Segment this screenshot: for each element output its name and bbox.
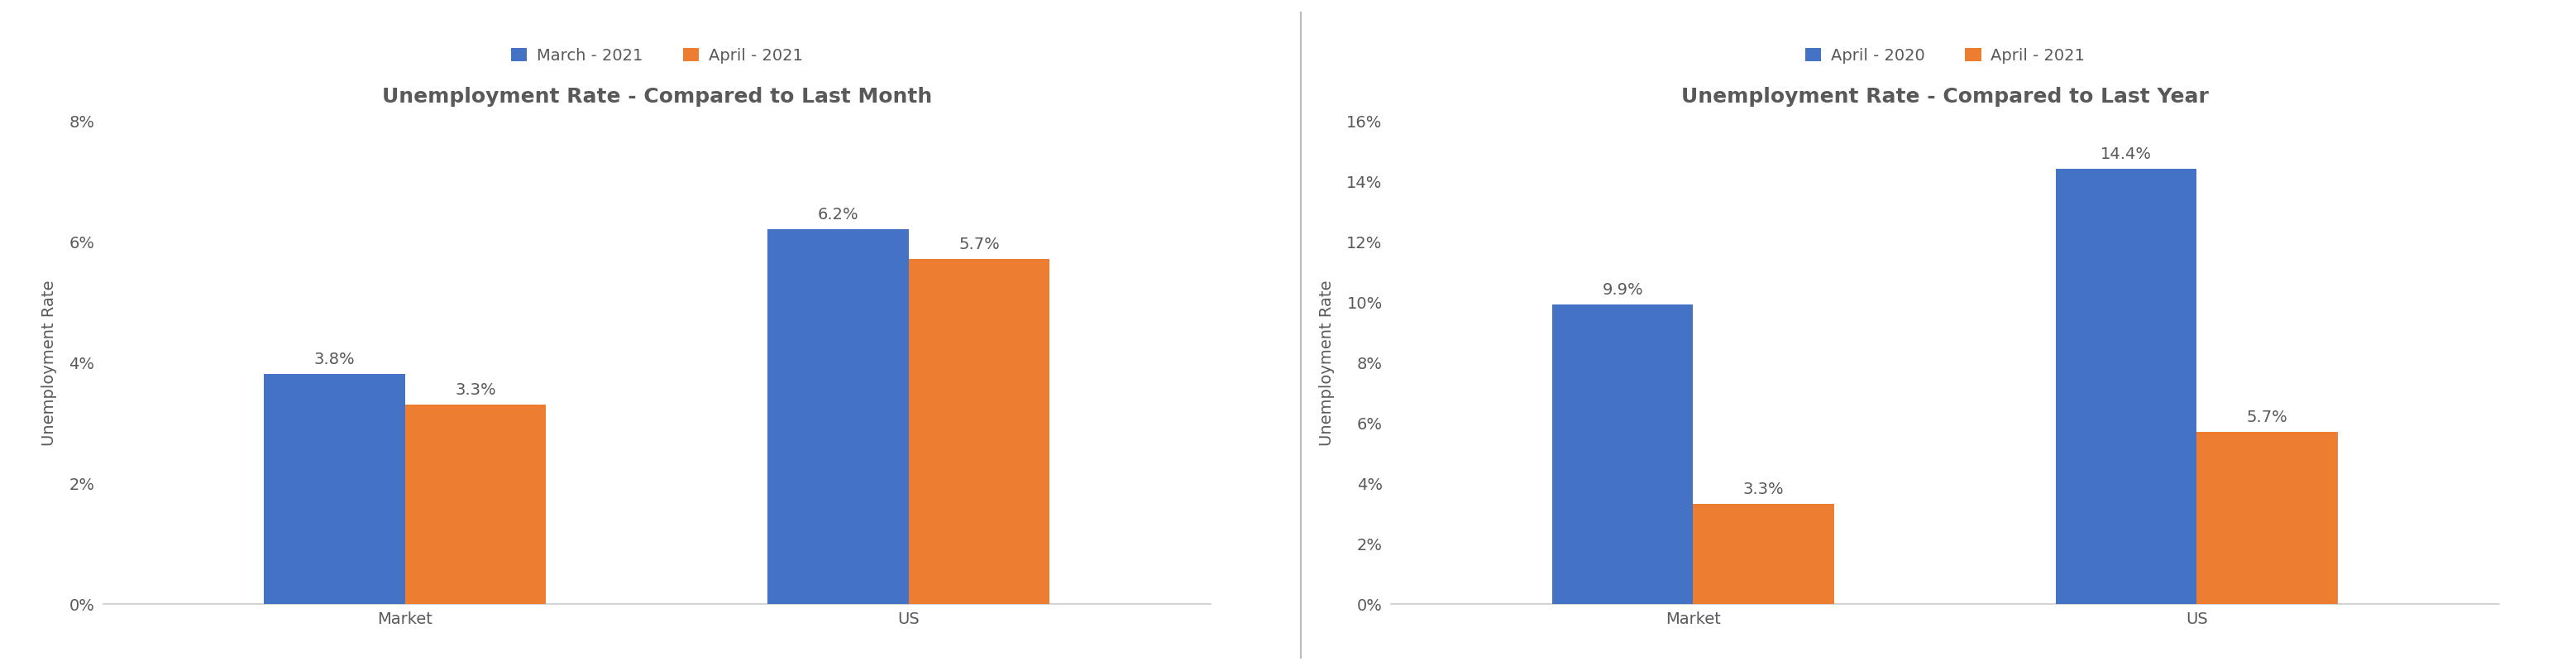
Text: 5.7%: 5.7% — [958, 237, 999, 252]
Title: Unemployment Rate - Compared to Last Month: Unemployment Rate - Compared to Last Mon… — [381, 87, 933, 107]
Text: 3.8%: 3.8% — [314, 352, 355, 367]
Bar — [265, 374, 404, 604]
Text: 6.2%: 6.2% — [817, 207, 858, 222]
Y-axis label: Unemployment Rate: Unemployment Rate — [41, 280, 57, 445]
Text: 3.3%: 3.3% — [456, 382, 497, 397]
Text: 9.9%: 9.9% — [1602, 282, 1643, 298]
Text: 5.7%: 5.7% — [2246, 409, 2287, 425]
Bar — [2197, 432, 2336, 604]
Bar — [768, 229, 909, 604]
Title: Unemployment Rate - Compared to Last Year: Unemployment Rate - Compared to Last Yea… — [1682, 87, 2208, 107]
Bar — [1553, 305, 1692, 604]
Legend: March - 2021, April - 2021: March - 2021, April - 2021 — [505, 42, 809, 70]
Text: 14.4%: 14.4% — [2099, 146, 2151, 162]
Y-axis label: Unemployment Rate: Unemployment Rate — [1319, 280, 1334, 445]
Text: 3.3%: 3.3% — [1744, 481, 1785, 497]
Bar — [404, 405, 546, 604]
Legend: April - 2020, April - 2021: April - 2020, April - 2021 — [1798, 42, 2092, 70]
Bar — [2056, 169, 2197, 604]
Bar — [1692, 505, 1834, 604]
Bar — [909, 260, 1048, 604]
